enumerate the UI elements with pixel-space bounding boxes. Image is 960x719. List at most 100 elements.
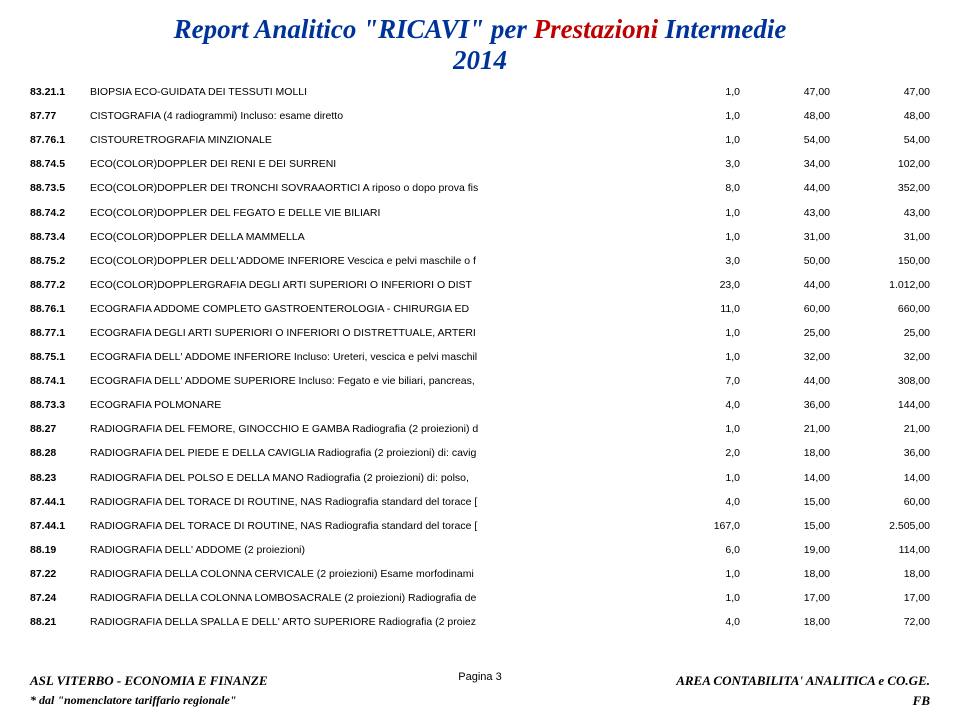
cell-qty: 1,0 [660, 86, 740, 98]
cell-code: 88.77.1 [30, 327, 90, 339]
cell-code: 87.44.1 [30, 520, 90, 532]
table-row: 87.77CISTOGRAFIA (4 radiogrammi) Incluso… [30, 110, 930, 122]
cell-desc: BIOPSIA ECO-GUIDATA DEI TESSUTI MOLLI [90, 86, 660, 98]
cell-code: 88.75.1 [30, 351, 90, 363]
cell-desc: RADIOGRAFIA DEL TORACE DI ROUTINE, NAS R… [90, 520, 660, 532]
cell-desc: ECO(COLOR)DOPPLER DEI TRONCHI SOVRAAORTI… [90, 182, 660, 194]
table-row: 88.73.5ECO(COLOR)DOPPLER DEI TRONCHI SOV… [30, 182, 930, 194]
cell-qty: 2,0 [660, 447, 740, 459]
page-number: Pagina 3 [458, 671, 501, 683]
table-row: 88.76.1ECOGRAFIA ADDOME COMPLETO GASTROE… [30, 303, 930, 315]
cell-price: 15,00 [740, 496, 830, 508]
table-row: 88.19RADIOGRAFIA DELL' ADDOME (2 proiezi… [30, 544, 930, 556]
cell-desc: ECOGRAFIA DEGLI ARTI SUPERIORI O INFERIO… [90, 327, 660, 339]
table-row: 87.22RADIOGRAFIA DELLA COLONNA CERVICALE… [30, 568, 930, 580]
cell-desc: CISTOURETROGRAFIA MINZIONALE [90, 134, 660, 146]
cell-desc: RADIOGRAFIA DEL FEMORE, GINOCCHIO E GAMB… [90, 423, 660, 435]
cell-price: 36,00 [740, 399, 830, 411]
table-row: 88.27RADIOGRAFIA DEL FEMORE, GINOCCHIO E… [30, 423, 930, 435]
cell-price: 18,00 [740, 568, 830, 580]
cell-code: 88.74.5 [30, 158, 90, 170]
cell-total: 144,00 [830, 399, 930, 411]
cell-code: 88.28 [30, 447, 90, 459]
cell-code: 88.74.1 [30, 375, 90, 387]
cell-code: 87.76.1 [30, 134, 90, 146]
cell-qty: 1,0 [660, 327, 740, 339]
cell-qty: 1,0 [660, 207, 740, 219]
cell-code: 88.19 [30, 544, 90, 556]
cell-qty: 11,0 [660, 303, 740, 315]
cell-price: 47,00 [740, 86, 830, 98]
cell-total: 47,00 [830, 86, 930, 98]
cell-qty: 1,0 [660, 568, 740, 580]
cell-total: 1.012,00 [830, 279, 930, 291]
cell-price: 25,00 [740, 327, 830, 339]
cell-qty: 6,0 [660, 544, 740, 556]
cell-price: 44,00 [740, 182, 830, 194]
cell-price: 15,00 [740, 520, 830, 532]
table-row: 87.44.1RADIOGRAFIA DEL TORACE DI ROUTINE… [30, 520, 930, 532]
cell-price: 21,00 [740, 423, 830, 435]
cell-code: 88.75.2 [30, 255, 90, 267]
table-row: 87.76.1CISTOURETROGRAFIA MINZIONALE1,054… [30, 134, 930, 146]
cell-code: 87.24 [30, 592, 90, 604]
cell-total: 72,00 [830, 616, 930, 628]
report-year: 2014 [30, 45, 930, 76]
page-title: Report Analitico "RICAVI" per Prestazion… [30, 14, 930, 45]
table-row: 88.75.2ECO(COLOR)DOPPLER DELL'ADDOME INF… [30, 255, 930, 267]
title-block: Report Analitico "RICAVI" per Prestazion… [30, 14, 930, 76]
cell-code: 87.44.1 [30, 496, 90, 508]
cell-code: 83.21.1 [30, 86, 90, 98]
cell-qty: 1,0 [660, 231, 740, 243]
table-row: 88.74.2ECO(COLOR)DOPPLER DEL FEGATO E DE… [30, 207, 930, 219]
cell-price: 50,00 [740, 255, 830, 267]
cell-desc: ECO(COLOR)DOPPLER DELL'ADDOME INFERIORE … [90, 255, 660, 267]
cell-total: 43,00 [830, 207, 930, 219]
cell-price: 54,00 [740, 134, 830, 146]
cell-desc: ECO(COLOR)DOPPLERGRAFIA DEGLI ARTI SUPER… [90, 279, 660, 291]
cell-desc: RADIOGRAFIA DEL POLSO E DELLA MANO Radio… [90, 472, 660, 484]
cell-desc: RADIOGRAFIA DELL' ADDOME (2 proiezioni) [90, 544, 660, 556]
cell-total: 102,00 [830, 158, 930, 170]
cell-code: 88.21 [30, 616, 90, 628]
table-row: 88.28RADIOGRAFIA DEL PIEDE E DELLA CAVIG… [30, 447, 930, 459]
cell-code: 88.73.4 [30, 231, 90, 243]
cell-total: 352,00 [830, 182, 930, 194]
cell-total: 114,00 [830, 544, 930, 556]
table-row: 87.24RADIOGRAFIA DELLA COLONNA LOMBOSACR… [30, 592, 930, 604]
cell-qty: 1,0 [660, 592, 740, 604]
cell-price: 44,00 [740, 375, 830, 387]
cell-qty: 3,0 [660, 158, 740, 170]
data-table: 83.21.1BIOPSIA ECO-GUIDATA DEI TESSUTI M… [30, 86, 930, 628]
cell-desc: RADIOGRAFIA DEL TORACE DI ROUTINE, NAS R… [90, 496, 660, 508]
table-row: 88.23RADIOGRAFIA DEL POLSO E DELLA MANO … [30, 472, 930, 484]
cell-total: 308,00 [830, 375, 930, 387]
cell-total: 60,00 [830, 496, 930, 508]
title-part1: Report Analitico "RICAVI" per [174, 14, 527, 44]
cell-total: 660,00 [830, 303, 930, 315]
table-row: 88.73.3ECOGRAFIA POLMONARE4,036,00144,00 [30, 399, 930, 411]
cell-code: 88.77.2 [30, 279, 90, 291]
cell-code: 87.77 [30, 110, 90, 122]
table-row: 88.74.5ECO(COLOR)DOPPLER DEI RENI E DEI … [30, 158, 930, 170]
cell-qty: 7,0 [660, 375, 740, 387]
cell-price: 32,00 [740, 351, 830, 363]
cell-desc: CISTOGRAFIA (4 radiogrammi) Incluso: esa… [90, 110, 660, 122]
cell-desc: ECO(COLOR)DOPPLER DELLA MAMMELLA [90, 231, 660, 243]
cell-price: 14,00 [740, 472, 830, 484]
cell-total: 18,00 [830, 568, 930, 580]
table-row: 88.77.2ECO(COLOR)DOPPLERGRAFIA DEGLI ART… [30, 279, 930, 291]
cell-price: 18,00 [740, 447, 830, 459]
cell-qty: 1,0 [660, 423, 740, 435]
cell-desc: ECOGRAFIA POLMONARE [90, 399, 660, 411]
table-row: 88.75.1ECOGRAFIA DELL' ADDOME INFERIORE … [30, 351, 930, 363]
cell-price: 43,00 [740, 207, 830, 219]
cell-desc: ECOGRAFIA DELL' ADDOME SUPERIORE Incluso… [90, 375, 660, 387]
cell-total: 36,00 [830, 447, 930, 459]
title-part2: Prestazioni [527, 14, 658, 44]
cell-qty: 1,0 [660, 134, 740, 146]
cell-qty: 4,0 [660, 496, 740, 508]
cell-total: 21,00 [830, 423, 930, 435]
cell-desc: RADIOGRAFIA DEL PIEDE E DELLA CAVIGLIA R… [90, 447, 660, 459]
cell-total: 48,00 [830, 110, 930, 122]
